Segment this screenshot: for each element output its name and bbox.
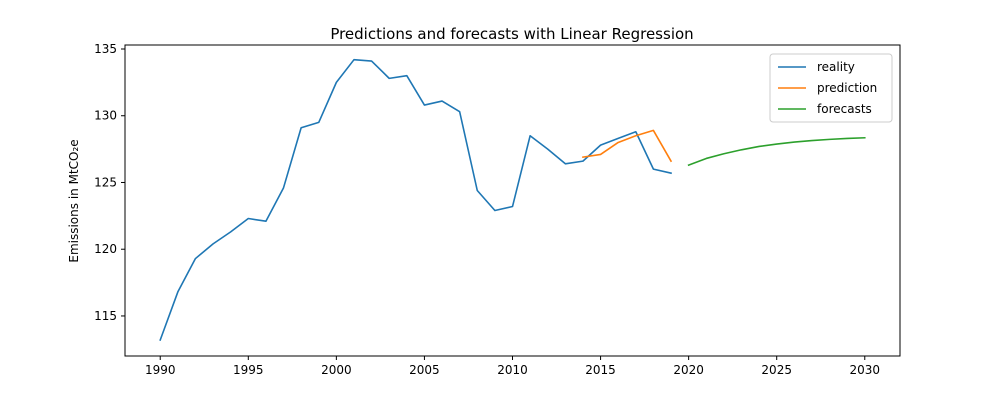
x-tick-label: 2020	[673, 363, 704, 377]
y-tick-label: 135	[94, 42, 117, 56]
y-tick-label: 130	[94, 109, 117, 123]
series-prediction	[582, 129, 673, 163]
x-tick-label: 2000	[321, 363, 352, 377]
series-forecasts	[687, 136, 866, 167]
series-reality	[159, 58, 672, 342]
x-tick-label: 2015	[585, 363, 616, 377]
x-tick-label: 1990	[145, 363, 176, 377]
x-tick-label: 2030	[849, 363, 880, 377]
legend-label-forecasts: forecasts	[817, 102, 872, 116]
y-tick-label: 125	[94, 175, 117, 189]
x-axis: 1990 1995 2000 2005 2010 2015 2020 2025 2030	[145, 356, 880, 377]
x-tick-label: 2010	[497, 363, 528, 377]
y-tick-label: 115	[94, 309, 117, 323]
series-layer	[159, 58, 866, 342]
x-tick-label: 1995	[233, 363, 264, 377]
legend-label-reality: reality	[817, 60, 855, 74]
y-tick-label: 120	[94, 242, 117, 256]
legend-box	[769, 53, 893, 123]
y-axis-label: Emissions in MtCO₂e	[67, 139, 81, 262]
chart-title: Predictions and forecasts with Linear Re…	[330, 25, 693, 43]
series-line-reality	[159, 58, 672, 342]
legend: reality prediction forecasts	[769, 53, 893, 123]
legend-label-prediction: prediction	[817, 81, 877, 95]
y-axis: 115 120 125 130 135	[94, 42, 125, 323]
x-tick-label: 2005	[409, 363, 440, 377]
series-line-forecasts	[687, 136, 866, 167]
x-tick-label: 2025	[761, 363, 792, 377]
series-line-prediction	[582, 129, 673, 163]
